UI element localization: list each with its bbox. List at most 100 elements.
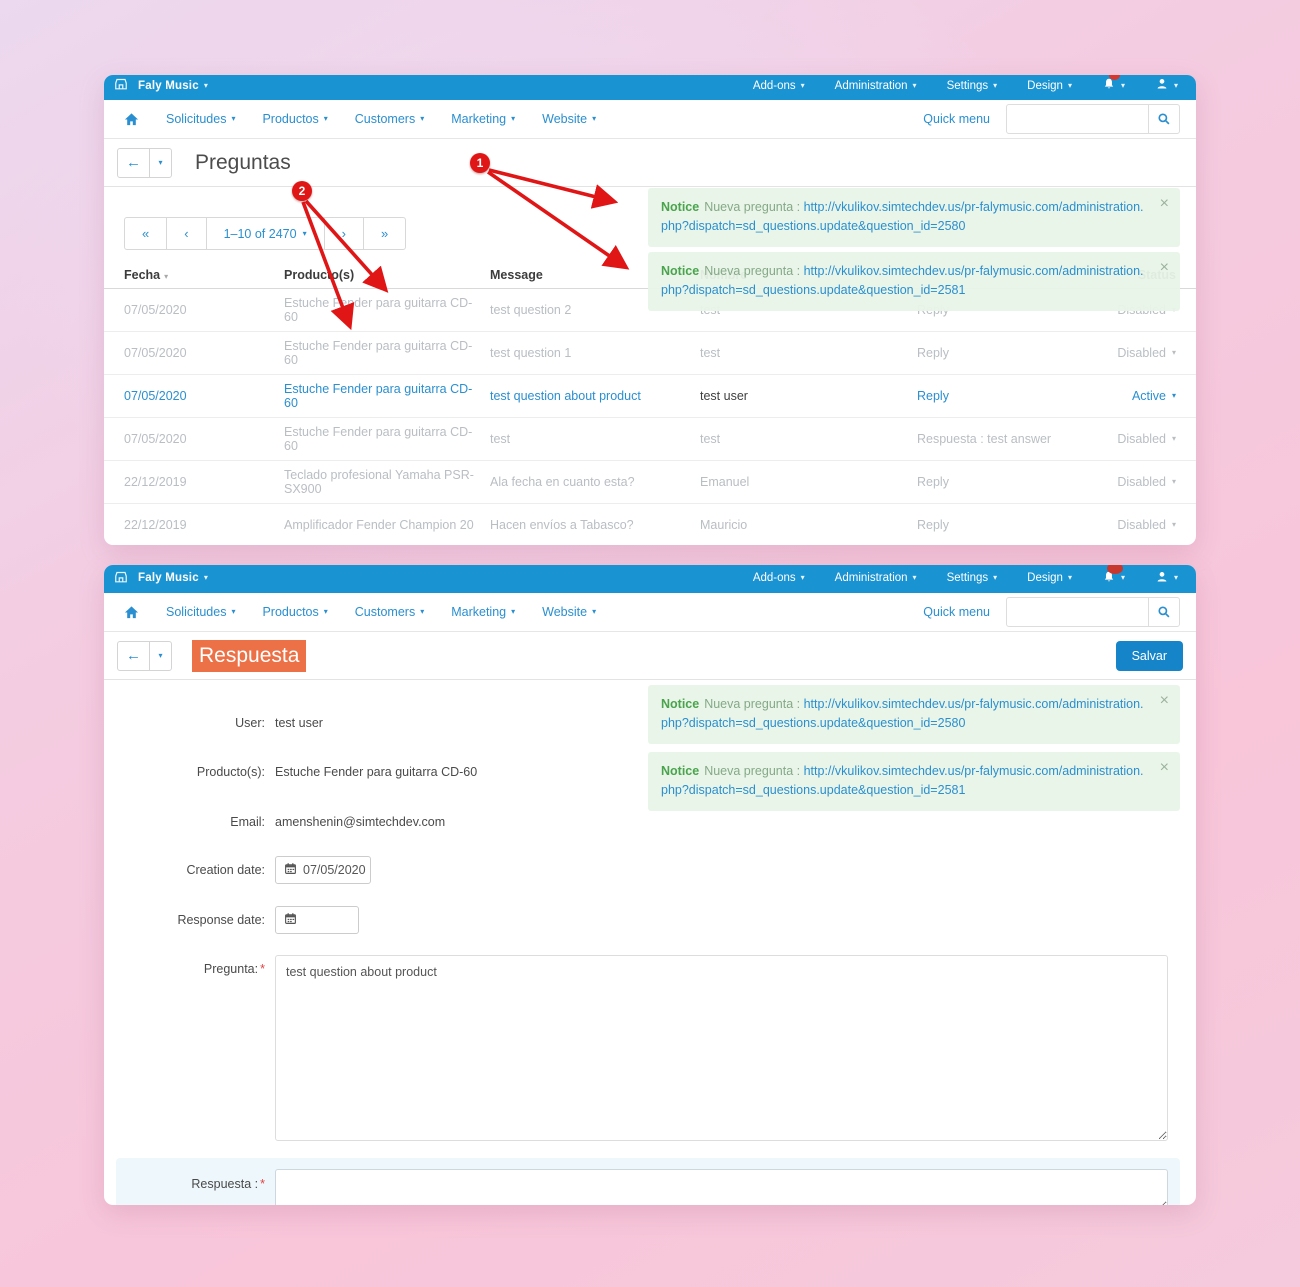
row-reply-link[interactable]: Reply <box>917 518 949 532</box>
notice-toast: Notice Nueva pregunta : http://vkulikov.s… <box>648 752 1180 811</box>
row-product-link[interactable]: Amplificador Fender Champion 20 <box>284 518 474 532</box>
row-product-link[interactable]: Estuche Fender para guitarra CD-60 <box>284 296 473 324</box>
search-input[interactable] <box>1007 598 1148 626</box>
store-icon <box>114 77 128 94</box>
close-icon[interactable]: × <box>1159 759 1169 776</box>
column-header-producto[interactable]: Producto(s) <box>284 267 355 282</box>
pagination-prev-button[interactable]: ‹ <box>166 218 205 249</box>
question-textarea[interactable]: test question about product <box>275 955 1168 1141</box>
search-icon[interactable] <box>1148 598 1179 626</box>
row-message-link[interactable]: test question 2 <box>490 303 572 317</box>
notification-badge <box>1106 565 1123 574</box>
quick-menu-link[interactable]: Quick menu <box>923 112 990 126</box>
product-link[interactable]: Estuche Fender para guitarra CD-60 <box>275 765 478 779</box>
row-reply-link[interactable]: Respuesta : test answer <box>917 432 1052 446</box>
nav-item-customers[interactable]: Customers ▾ <box>354 112 425 126</box>
topmenu-administration[interactable]: Administration ▾ <box>834 79 917 92</box>
search-input[interactable] <box>1007 105 1148 133</box>
row-status-dropdown[interactable]: Active <box>1131 389 1166 403</box>
close-icon[interactable]: × <box>1159 259 1169 276</box>
nav-item-solicitudes[interactable]: Solicitudes ▾ <box>166 112 236 126</box>
row-message-link[interactable]: test <box>490 432 511 446</box>
pagination-first-button[interactable]: « <box>142 226 150 241</box>
caret-down-icon: ▾ <box>1171 391 1176 400</box>
row-message-link[interactable]: Hacen envíos a Tabasco? <box>490 518 634 532</box>
caret-down-icon: ▾ <box>993 80 998 90</box>
back-button[interactable]: ← <box>126 647 141 664</box>
main-navbar: Solicitudes ▾ Productos ▾ Customers ▾ Marke… <box>104 100 1196 139</box>
nav-item-marketing[interactable]: Marketing ▾ <box>451 112 516 126</box>
product-label: Producto(s): <box>196 765 265 779</box>
pagination-last-button[interactable]: » <box>362 218 405 249</box>
row-product-link[interactable]: Estuche Fender para guitarra CD-60 <box>284 339 473 367</box>
save-button[interactable]: Salvar <box>1115 640 1183 671</box>
account-menu-button[interactable]: ▾ <box>1155 570 1178 587</box>
notifications-bell-button[interactable]: ▾ <box>1102 75 1125 94</box>
topmenu-addons[interactable]: Add-ons ▾ <box>752 572 805 584</box>
row-reply-link[interactable]: Reply <box>917 389 949 403</box>
topmenu-design[interactable]: Design ▾ <box>1027 79 1072 92</box>
topmenu-settings[interactable]: Settings ▾ <box>946 79 998 92</box>
row-status-dropdown[interactable]: Disabled <box>1117 346 1166 360</box>
caret-down-icon: ▾ <box>302 228 307 238</box>
row-status-dropdown[interactable]: Disabled <box>1117 475 1166 489</box>
row-message-link[interactable]: Ala fecha en cuanto esta? <box>490 475 635 489</box>
account-menu-button[interactable]: ▾ <box>1155 77 1178 94</box>
caret-down-icon: ▾ <box>1171 520 1176 529</box>
notice-link[interactable]: http://vkulikov.simtechdev.us/pr-falymus… <box>661 697 1144 730</box>
row-message-link[interactable]: test question 1 <box>490 346 572 360</box>
row-product-link[interactable]: Teclado profesional Yamaha PSR-SX900 <box>284 468 474 496</box>
nav-item-website[interactable]: Website ▾ <box>542 112 597 126</box>
row-status-dropdown[interactable]: Disabled <box>1117 432 1166 446</box>
brand-name[interactable]: Faly Music <box>138 572 199 584</box>
creation-date-input[interactable]: 07/05/2020 <box>275 856 371 884</box>
nav-item-website[interactable]: Website ▾ <box>542 605 597 619</box>
back-button[interactable]: ← <box>126 154 141 171</box>
page-title: Preguntas <box>195 150 291 174</box>
nav-item-solicitudes[interactable]: Solicitudes ▾ <box>166 605 236 619</box>
row-status-dropdown[interactable]: Disabled <box>1117 518 1166 532</box>
back-dropdown-button[interactable]: ▾ <box>149 148 171 177</box>
nav-item-marketing[interactable]: Marketing ▾ <box>451 605 516 619</box>
row-date: 07/05/2020 <box>124 346 187 360</box>
close-icon[interactable]: × <box>1159 692 1169 709</box>
home-icon[interactable] <box>124 112 139 127</box>
topmenu-settings[interactable]: Settings ▾ <box>946 572 998 584</box>
brand-name[interactable]: Faly Music <box>138 79 199 92</box>
row-name: Emanuel <box>700 475 750 489</box>
annotation-badge-1: 1 <box>470 153 490 173</box>
topmenu-design[interactable]: Design ▾ <box>1027 572 1072 584</box>
row-reply-link[interactable]: Reply <box>917 475 949 489</box>
notice-text: Nueva pregunta : <box>704 764 801 778</box>
answer-form-screenshot: Faly Music ▾ Add-ons ▾ Administration ▾ Se… <box>104 565 1196 1205</box>
back-button-group: ← ▾ <box>117 640 172 671</box>
response-date-input[interactable] <box>275 906 359 934</box>
column-header-message[interactable]: Message <box>490 267 543 282</box>
row-message-link[interactable]: test question about product <box>490 389 641 403</box>
notice-link[interactable]: http://vkulikov.simtechdev.us/pr-falymus… <box>661 264 1144 297</box>
topmenu-administration[interactable]: Administration ▾ <box>834 572 917 584</box>
nav-item-customers[interactable]: Customers ▾ <box>354 605 425 619</box>
notifications-bell-button[interactable]: ▾ <box>1102 565 1125 587</box>
search-icon[interactable] <box>1148 105 1179 133</box>
close-icon[interactable]: × <box>1159 195 1169 212</box>
topmenu-addons[interactable]: Add-ons ▾ <box>752 79 805 92</box>
pagination-range-dropdown[interactable]: 1–10 of 2470 ▾ <box>205 218 324 249</box>
nav-item-productos[interactable]: Productos ▾ <box>262 605 328 619</box>
table-row: 22/12/2019 Teclado profesional Yamaha PS… <box>104 461 1196 504</box>
home-icon[interactable] <box>124 605 139 620</box>
nav-item-productos[interactable]: Productos ▾ <box>262 112 328 126</box>
notice-link[interactable]: http://vkulikov.simtechdev.us/pr-falymus… <box>661 764 1144 797</box>
quick-menu-link[interactable]: Quick menu <box>923 605 990 619</box>
back-dropdown-button[interactable]: ▾ <box>149 641 171 670</box>
row-product-link[interactable]: Estuche Fender para guitarra CD-60 <box>284 425 473 453</box>
notice-label: Notice <box>661 200 700 214</box>
notice-link[interactable]: http://vkulikov.simtechdev.us/pr-falymus… <box>661 200 1144 233</box>
answer-textarea[interactable] <box>275 1169 1168 1205</box>
pagination-next-button[interactable]: › <box>323 218 363 249</box>
row-product-link[interactable]: Estuche Fender para guitarra CD-60 <box>284 382 473 410</box>
form-row-creation-date: Creation date: 07/05/2020 <box>104 856 1196 884</box>
sort-desc-icon: ▾ <box>164 271 169 281</box>
column-header-fecha[interactable]: Fecha ▾ <box>124 267 169 282</box>
row-reply-link[interactable]: Reply <box>917 346 949 360</box>
